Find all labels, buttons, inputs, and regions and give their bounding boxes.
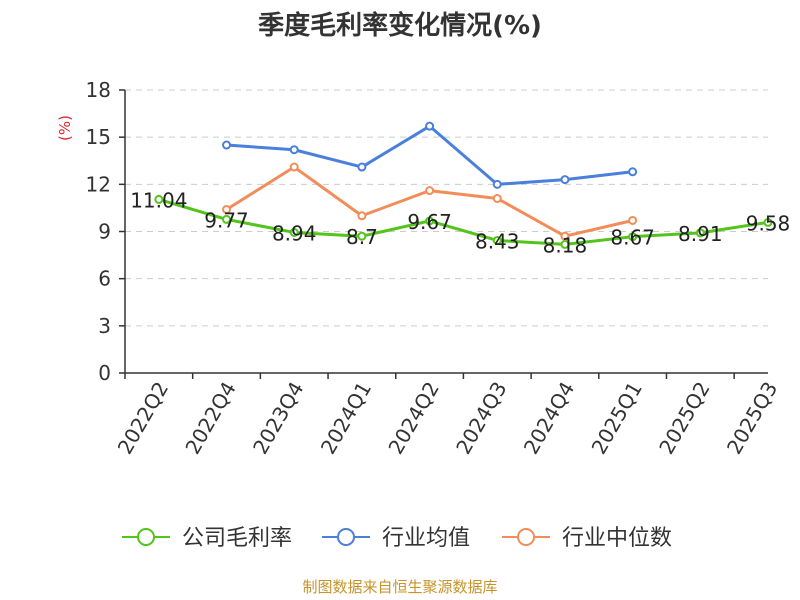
x-tick-label: 2024Q3	[451, 378, 511, 459]
data-point	[560, 239, 570, 249]
x-tick-label: 2025Q2	[654, 378, 714, 459]
data-point	[357, 162, 367, 172]
data-label: 8.67	[610, 226, 655, 250]
data-point	[289, 162, 299, 172]
data-label: 8.18	[543, 233, 588, 257]
data-point	[154, 194, 164, 204]
data-label: 8.43	[475, 229, 520, 253]
series-line	[226, 124, 633, 186]
series-0	[154, 194, 773, 249]
x-tick-label: 2025Q3	[722, 378, 782, 459]
data-point	[763, 217, 773, 227]
x-tick-label: 2024Q2	[383, 378, 443, 459]
y-tick-label: 0	[98, 361, 111, 385]
x-tick-label: 2024Q4	[519, 378, 579, 459]
data-label-layer: 11.04 9.77 8.94 8.7 9.67 8.43 8.18 8.67 8.91 9.58	[130, 188, 790, 257]
data-point	[492, 235, 502, 245]
data-label: 8.94	[272, 221, 317, 245]
data-label: 9.58	[746, 211, 791, 235]
legend-item: 公司毛利率	[122, 526, 292, 551]
data-label: 8.7	[346, 225, 378, 249]
data-point	[425, 216, 435, 226]
y-tick-label: 18	[86, 78, 111, 102]
data-point	[628, 215, 638, 225]
data-point	[560, 175, 570, 185]
y-tick-label: 3	[98, 314, 111, 338]
series-line	[158, 197, 769, 246]
data-point	[289, 145, 299, 155]
data-point	[492, 179, 502, 189]
data-point	[628, 167, 638, 177]
data-point	[222, 214, 232, 224]
x-tick-label: 2022Q2	[113, 378, 173, 459]
y-axis-label: (%)	[56, 115, 74, 141]
x-tick-label: 2025Q1	[586, 378, 646, 459]
series-1	[222, 121, 638, 189]
x-tick-label: 2024Q1	[316, 378, 376, 459]
data-point	[425, 121, 435, 131]
data-point	[628, 232, 638, 242]
data-point	[289, 227, 299, 237]
series-2	[222, 162, 638, 241]
legend-label: 行业均值	[382, 526, 470, 551]
data-label: 8.91	[678, 222, 723, 246]
series-layer	[154, 121, 773, 249]
y-tick-label: 12	[86, 172, 111, 196]
data-point	[357, 231, 367, 241]
data-label: 9.67	[407, 210, 452, 234]
data-point	[222, 204, 232, 214]
x-tick-label: 2023Q4	[248, 378, 308, 459]
legend-marker	[337, 528, 355, 546]
legend-marker	[517, 528, 535, 546]
axis-layer: 0 3 6 9 12 15 18 2022Q2 2022Q4 2023Q4 2024Q1 2024Q2…	[86, 78, 783, 458]
legend-label: 公司毛利率	[182, 526, 292, 551]
data-point	[425, 186, 435, 196]
data-point	[222, 140, 232, 150]
data-point	[695, 228, 705, 238]
data-label: 9.77	[204, 208, 249, 232]
source-note: 制图数据来自恒生聚源数据库	[302, 578, 497, 596]
legend-item: 行业中位数	[502, 526, 672, 551]
legend-label: 行业中位数	[562, 526, 672, 551]
data-label: 11.04	[130, 188, 187, 212]
legend-item: 行业均值	[322, 526, 470, 551]
data-point	[560, 231, 570, 241]
chart-title: 季度毛利率变化情况(%)	[258, 10, 542, 41]
data-point	[492, 193, 502, 203]
y-tick-label: 6	[98, 267, 111, 291]
x-tick-label: 2022Q4	[180, 378, 240, 459]
y-tick-label: 9	[98, 220, 111, 244]
data-point	[357, 211, 367, 221]
legend: 公司毛利率 行业均值 行业中位数	[122, 526, 672, 551]
grid-layer	[125, 89, 768, 327]
legend-marker	[137, 528, 155, 546]
y-tick-label: 15	[86, 125, 111, 149]
